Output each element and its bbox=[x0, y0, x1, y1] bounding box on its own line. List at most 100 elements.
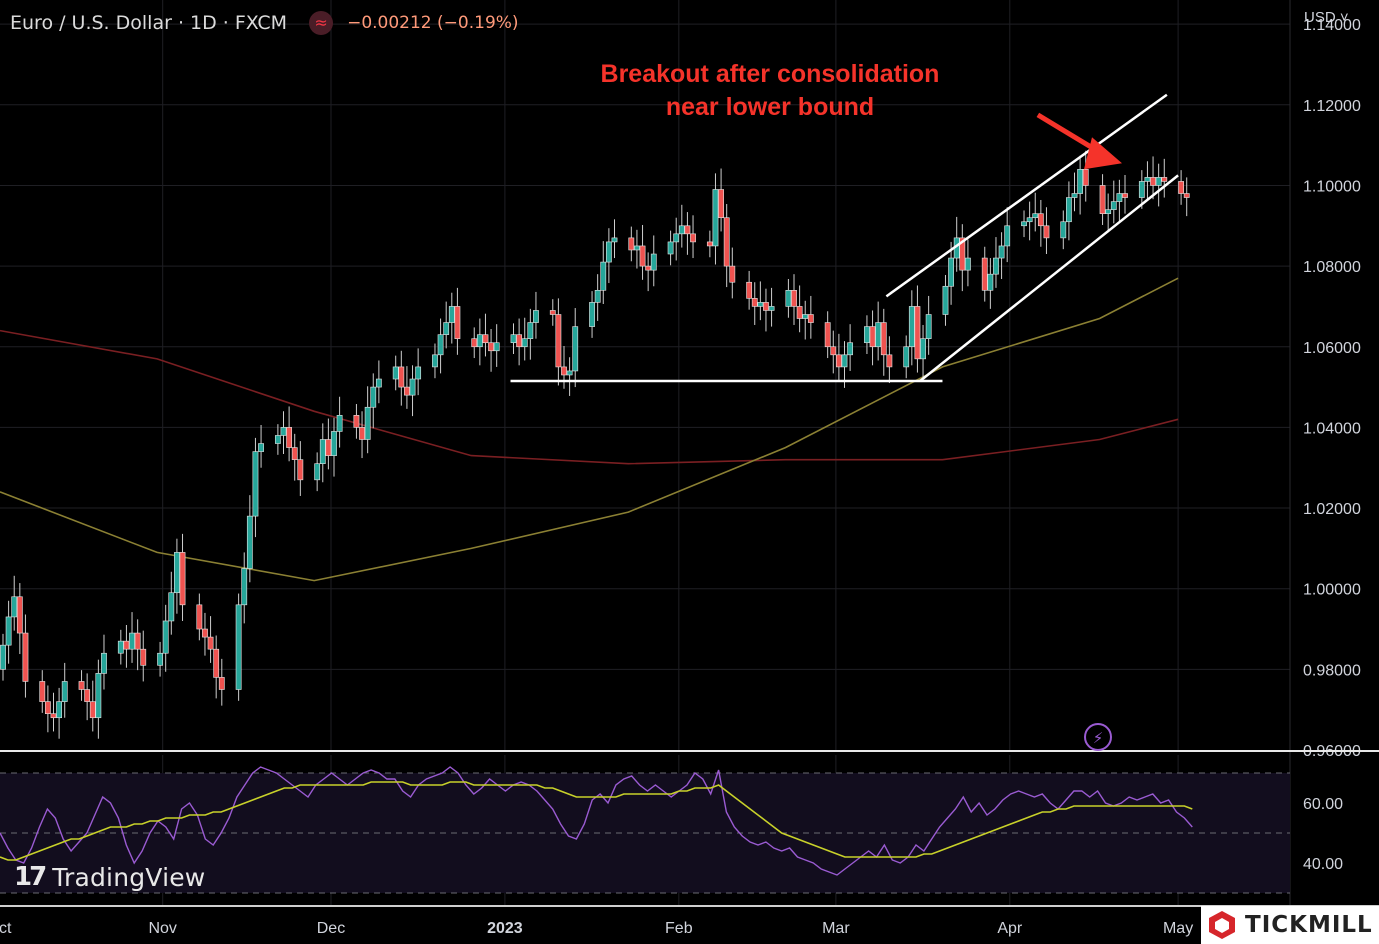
rsi-tick-label: 40.00 bbox=[1303, 856, 1343, 873]
y-tick-label: 1.08000 bbox=[1303, 259, 1361, 276]
candle-body bbox=[235, 604, 242, 690]
tickmill-icon bbox=[1209, 911, 1235, 939]
candle-body bbox=[673, 233, 680, 243]
candle-body bbox=[875, 322, 882, 348]
candle-body bbox=[751, 298, 758, 307]
breakout-annotation: Breakout after consolidation near lower … bbox=[575, 58, 965, 124]
candle-body bbox=[476, 334, 483, 348]
candle-body bbox=[213, 648, 220, 678]
candle-body bbox=[280, 427, 287, 436]
candle-body bbox=[1138, 181, 1145, 198]
candle-body bbox=[258, 443, 264, 452]
x-tick-label: Feb bbox=[665, 920, 693, 937]
candle-body bbox=[600, 261, 607, 291]
candle-body bbox=[914, 306, 921, 360]
candle-body bbox=[336, 415, 343, 432]
candle-body bbox=[1004, 225, 1011, 247]
x-tick-label: May bbox=[1163, 920, 1193, 937]
candle-body bbox=[1110, 201, 1117, 210]
candle-body bbox=[908, 306, 915, 348]
candle-body bbox=[1060, 221, 1067, 239]
candle-body bbox=[241, 568, 248, 606]
candle-body bbox=[572, 326, 579, 372]
candle-body bbox=[404, 386, 410, 396]
y-tick-label: 1.12000 bbox=[1303, 98, 1361, 115]
candle-body bbox=[1037, 213, 1044, 227]
candle-body bbox=[1122, 193, 1128, 198]
candle-body bbox=[561, 366, 567, 376]
annotation-line-2: near lower bound bbox=[665, 93, 875, 121]
candle-body bbox=[50, 713, 57, 719]
candle-body bbox=[516, 334, 523, 348]
candle-body bbox=[678, 225, 685, 235]
candle-body bbox=[510, 334, 517, 344]
candle-body bbox=[454, 306, 461, 339]
candle-body bbox=[925, 314, 932, 339]
tradingview-wordmark: TradingView bbox=[52, 862, 206, 892]
candle-body bbox=[1161, 177, 1168, 182]
tickmill-logo: TICKMILL bbox=[1201, 906, 1379, 944]
candle-body bbox=[297, 459, 304, 481]
candle-body bbox=[488, 342, 494, 352]
currency-selector[interactable]: USD ˅ bbox=[1304, 9, 1349, 26]
candle-body bbox=[807, 314, 814, 323]
candle-body bbox=[791, 290, 797, 307]
candle-body bbox=[5, 616, 12, 646]
price-grid bbox=[0, 0, 1290, 905]
candle-body bbox=[605, 241, 612, 263]
candle-body bbox=[370, 386, 377, 408]
mid-moving-average bbox=[0, 277, 1179, 582]
symbol-header[interactable]: Euro / U.S. Dollar · 1D · FXCM ≈ −0.0021… bbox=[10, 10, 519, 36]
candle-body bbox=[796, 306, 803, 319]
candle-body bbox=[129, 632, 135, 650]
candle-body bbox=[415, 366, 422, 380]
annotation-arrow-head bbox=[1084, 137, 1122, 170]
rsi-tick-label: 60.00 bbox=[1303, 796, 1343, 813]
candle-body bbox=[712, 189, 719, 247]
candle-body bbox=[993, 257, 999, 275]
candle-body bbox=[549, 310, 556, 315]
y-tick-label: 1.02000 bbox=[1303, 501, 1361, 518]
candle-body bbox=[140, 648, 147, 666]
candle-body bbox=[965, 257, 971, 271]
candle-body bbox=[1043, 225, 1050, 239]
candle-body bbox=[521, 338, 528, 348]
candle-body bbox=[437, 334, 444, 356]
candle-body bbox=[353, 415, 360, 428]
candle-body bbox=[594, 290, 601, 303]
candle-body bbox=[718, 189, 724, 219]
y-tick-label: 1.00000 bbox=[1303, 582, 1361, 599]
candle-body bbox=[123, 640, 130, 650]
candle-body bbox=[1099, 185, 1106, 214]
candle-body bbox=[667, 241, 674, 255]
candle-body bbox=[246, 515, 253, 569]
candle-body bbox=[291, 447, 298, 460]
y-tick-label: 1.10000 bbox=[1303, 178, 1361, 195]
candle-body bbox=[1155, 177, 1162, 186]
candle-body bbox=[634, 245, 640, 251]
candle-body bbox=[802, 314, 809, 319]
candle-body bbox=[1077, 169, 1084, 194]
x-tick-label: 2023 bbox=[487, 920, 523, 937]
candle-body bbox=[690, 233, 696, 243]
tradingview-logo: 17 TradingView bbox=[14, 862, 205, 892]
y-tick-label: 0.98000 bbox=[1303, 662, 1361, 679]
y-tick-label: 1.04000 bbox=[1303, 420, 1361, 437]
candle-body bbox=[981, 257, 988, 291]
candle-body bbox=[948, 257, 954, 287]
annotation-line-1: Breakout after consolidation bbox=[600, 60, 940, 88]
candle-body bbox=[84, 689, 91, 702]
candle-body bbox=[1150, 177, 1156, 186]
candle-body bbox=[1021, 221, 1027, 227]
symbol-title[interactable]: Euro / U.S. Dollar · 1D · FXCM bbox=[10, 12, 288, 34]
candle-body bbox=[134, 632, 141, 650]
candle-body bbox=[998, 245, 1005, 259]
candle-body bbox=[1066, 197, 1072, 223]
candle-body bbox=[757, 302, 764, 307]
lightning-icon bbox=[1084, 723, 1112, 751]
candle-body bbox=[768, 306, 775, 311]
candle-body bbox=[645, 265, 652, 271]
candle-body bbox=[168, 592, 175, 622]
candle-body bbox=[409, 378, 416, 396]
wave-icon[interactable]: ≈ bbox=[309, 11, 334, 35]
